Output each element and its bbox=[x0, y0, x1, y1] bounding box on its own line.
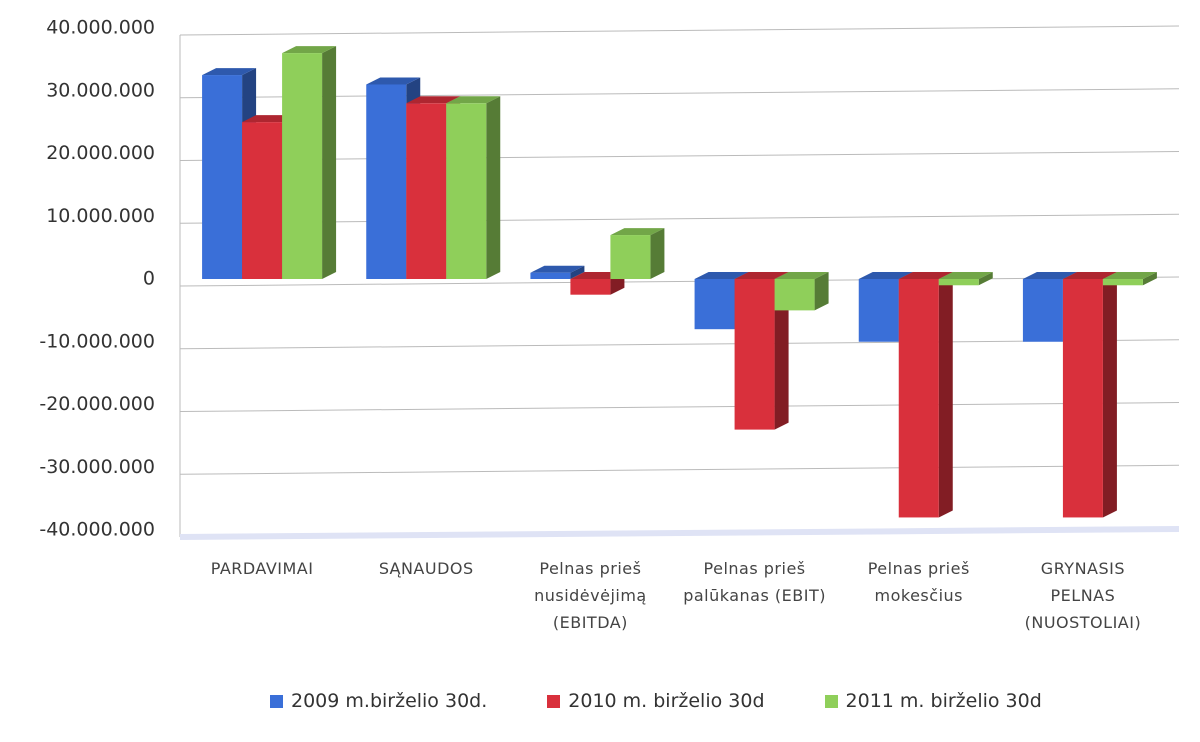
grid-line bbox=[179, 151, 1180, 161]
bar-top bbox=[446, 96, 501, 104]
bar-top bbox=[1022, 272, 1077, 279]
legend-label: 2011 m. birželio 30d bbox=[845, 690, 1042, 712]
bar-side bbox=[570, 265, 585, 279]
legend-swatch bbox=[270, 694, 283, 708]
bar-side bbox=[1102, 272, 1117, 518]
legend-label: 2009 m.birželio 30d. bbox=[291, 690, 488, 712]
x-tick-label: PARDAVIMAI bbox=[210, 559, 314, 578]
bar-top bbox=[366, 77, 421, 85]
legend-item: 2009 m.birželio 30d. bbox=[270, 690, 487, 712]
bar bbox=[898, 279, 939, 518]
legend: 2009 m.birželio 30d. 2010 m. birželio 30d… bbox=[270, 690, 1042, 712]
bar-side bbox=[938, 272, 953, 518]
bar-top bbox=[282, 46, 337, 54]
legend-item: 2010 m. birželio 30d bbox=[547, 690, 765, 712]
bar-side bbox=[774, 272, 789, 430]
y-tick-label: 40.000.000 bbox=[46, 17, 155, 39]
bar bbox=[242, 122, 283, 279]
bar-top bbox=[858, 272, 913, 279]
bar-side bbox=[978, 272, 993, 286]
bar bbox=[774, 279, 815, 311]
y-tick-label: -20.000.000 bbox=[39, 393, 155, 415]
x-tick-label: GRYNASIS PELNAS (NUOSTOLIAI) bbox=[1024, 559, 1142, 632]
grid-line bbox=[179, 464, 1180, 475]
y-tick-label: 0 bbox=[143, 268, 155, 290]
bar bbox=[610, 235, 651, 279]
bar-side bbox=[650, 228, 665, 279]
bar-top bbox=[530, 265, 585, 273]
bar bbox=[734, 279, 775, 430]
legend-item: 2011 m. birželio 30d bbox=[824, 690, 1042, 712]
grid-line bbox=[179, 276, 1180, 287]
y-tick-label: 10.000.000 bbox=[46, 205, 155, 227]
bar-top bbox=[694, 272, 749, 279]
x-tick-label: Pelnas prieš nusidėvėjimą (EBITDA) bbox=[534, 559, 647, 632]
y-tick-label: 30.000.000 bbox=[46, 79, 155, 101]
bar bbox=[1102, 279, 1143, 286]
bar-top bbox=[610, 228, 665, 236]
bar bbox=[1022, 279, 1063, 342]
y-tick-label: 20.000.000 bbox=[46, 142, 155, 164]
x-tick-label: SĄNAUDOS bbox=[378, 559, 474, 578]
grid-line bbox=[179, 25, 1180, 36]
grid-line bbox=[179, 339, 1180, 350]
bar-side bbox=[1142, 272, 1157, 286]
bar-top bbox=[1062, 272, 1117, 279]
y-tick-label: -30.000.000 bbox=[39, 456, 155, 478]
bar-top bbox=[202, 68, 257, 76]
floor bbox=[180, 526, 1179, 540]
bar bbox=[938, 279, 979, 286]
legend-label: 2010 m. birželio 30d bbox=[568, 690, 765, 712]
x-tick-label: Pelnas prieš mokesčius bbox=[867, 559, 970, 605]
grid-line bbox=[179, 88, 1180, 99]
bar-top bbox=[734, 272, 789, 279]
bar-side bbox=[322, 46, 337, 279]
legend-swatch bbox=[824, 694, 838, 708]
grid-line bbox=[179, 402, 1180, 412]
y-tick-label: -40.000.000 bbox=[39, 519, 155, 541]
bar bbox=[406, 103, 447, 279]
bar bbox=[366, 84, 407, 279]
bar bbox=[694, 279, 735, 330]
bar bbox=[858, 279, 899, 342]
grid-line bbox=[179, 213, 1180, 224]
bar-top bbox=[406, 96, 461, 104]
bar-top bbox=[938, 272, 993, 279]
bar bbox=[282, 53, 323, 279]
bar-side bbox=[486, 96, 501, 279]
bar bbox=[570, 279, 611, 295]
bar bbox=[1062, 279, 1103, 518]
x-tick-label: Pelnas prieš palūkanas (EBIT) bbox=[683, 559, 826, 605]
bar-top bbox=[898, 272, 953, 279]
bar-side bbox=[814, 272, 829, 311]
bar-top bbox=[1102, 272, 1157, 279]
legend-swatch bbox=[547, 694, 561, 708]
y-tick-label: -10.000.000 bbox=[39, 330, 155, 352]
bar bbox=[530, 272, 571, 279]
bar-top bbox=[774, 272, 829, 279]
bar bbox=[446, 103, 487, 279]
bar bbox=[202, 75, 243, 279]
